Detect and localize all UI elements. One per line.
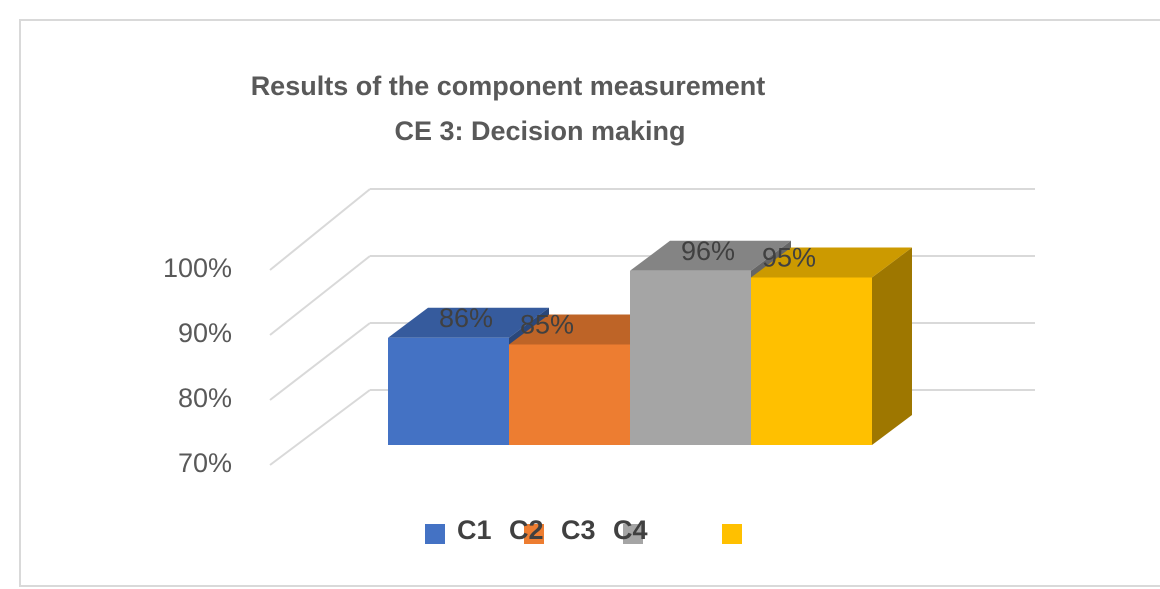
grid-line — [269, 389, 371, 466]
chart-frame — [19, 19, 1160, 587]
value-label: 86% — [439, 303, 493, 333]
bar-top — [388, 307, 549, 338]
value-label: 85% — [520, 310, 574, 340]
grid-line — [269, 255, 371, 336]
legend-label: C4 — [613, 515, 648, 545]
legend-swatch — [524, 524, 544, 544]
legend-swatch — [623, 524, 643, 544]
grid-line — [269, 188, 371, 271]
legend-label: C1 — [457, 515, 492, 545]
value-label: 96% — [681, 236, 735, 266]
bar — [630, 270, 751, 445]
bar-side — [872, 247, 912, 445]
bar-top — [630, 240, 791, 271]
y-tick-label: 90% — [178, 318, 232, 348]
y-tick-label: 70% — [178, 448, 232, 478]
legend-label: C3 — [561, 515, 596, 545]
value-label: 95% — [762, 243, 816, 273]
grid-line — [269, 322, 371, 401]
y-tick-label: 80% — [178, 383, 232, 413]
bar — [388, 337, 509, 445]
legend-swatch — [722, 524, 742, 544]
legend-swatch — [425, 524, 445, 544]
bar-top — [509, 314, 670, 345]
bar — [751, 277, 872, 445]
chart-subtitle: CE 3: Decision making — [394, 116, 685, 146]
y-tick-label: 100% — [163, 253, 232, 283]
bar — [509, 344, 630, 445]
bar-top — [751, 247, 912, 278]
legend-label: C2 — [509, 515, 544, 545]
chart-title: Results of the component measurement — [251, 71, 766, 101]
